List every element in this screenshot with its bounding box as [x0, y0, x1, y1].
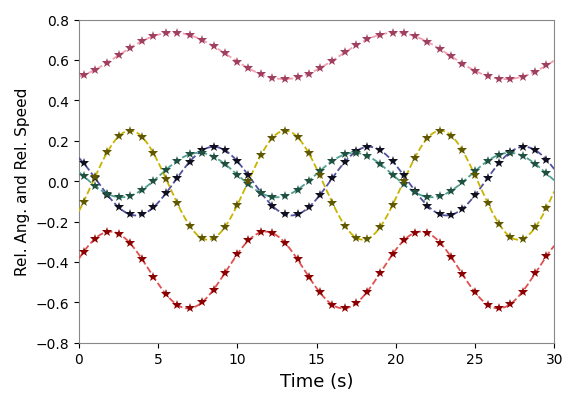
Y-axis label: Rel. Ang. and Rel. Speed: Rel. Ang. and Rel. Speed — [15, 88, 30, 276]
X-axis label: Time (s): Time (s) — [280, 372, 353, 390]
